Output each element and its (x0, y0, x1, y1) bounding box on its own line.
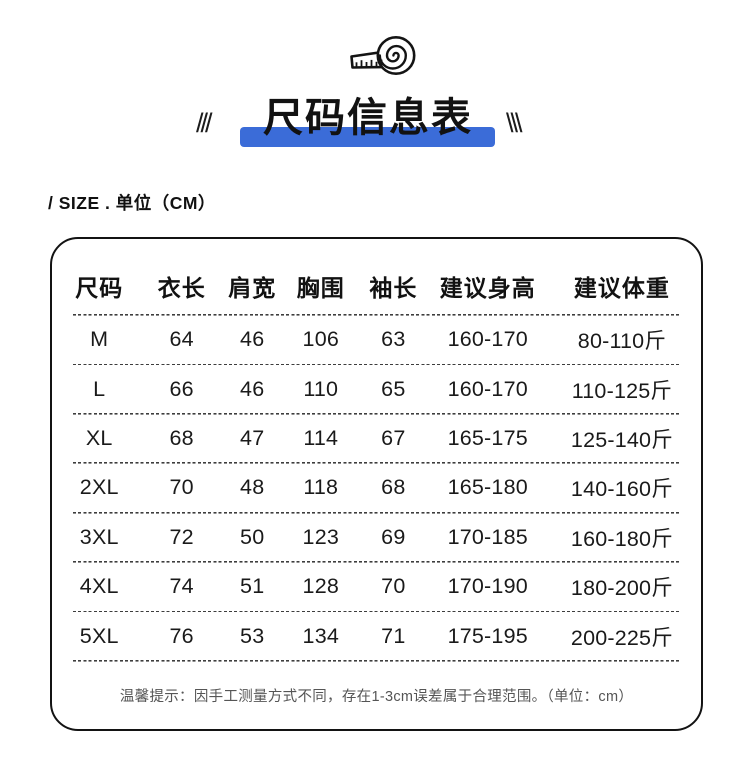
table-cell: 128 (302, 574, 340, 599)
table-cell: 106 (302, 327, 340, 352)
table-cell: 160-170 (447, 327, 528, 352)
table-cell: 110 (303, 376, 339, 401)
table-cell: 3XL (79, 524, 119, 549)
tape-ticks (355, 59, 383, 68)
row-separator (73, 511, 680, 514)
table-cell: 140-160斤 (570, 477, 673, 502)
tape-spiral (378, 44, 408, 70)
table-row: 3XL 72 50 123 69 170-185 160-180斤 (52, 514, 701, 561)
header-cell: 胸围 (296, 275, 345, 301)
table-cell: 170-185 (447, 524, 528, 549)
header-cell: 尺码 (75, 275, 124, 301)
table-cell: 123 (302, 524, 340, 549)
table-cell: 69 (381, 524, 406, 549)
table-cell: L (93, 376, 106, 401)
table-cell: 48 (240, 475, 265, 500)
table-cell: 110-125斤 (571, 378, 673, 403)
table-cell: 70 (381, 574, 406, 599)
size-table: 尺码 衣长 肩宽 胸围 袖长 建议身高 建议体重 M 64 46 106 63 160-170 80-1… (50, 237, 703, 731)
row-separator (73, 659, 680, 662)
measuring-tape-icon (350, 35, 416, 76)
table-cell: 160-170 (447, 376, 528, 401)
table-cell: 114 (303, 425, 339, 450)
row-separator (73, 610, 680, 613)
table-cell: 118 (303, 475, 339, 500)
table-cell: 5XL (79, 623, 119, 648)
row-separator (73, 462, 680, 465)
table-row: M 64 46 106 63 160-170 80-110斤 (52, 316, 701, 363)
table-cell: 180-200斤 (570, 576, 673, 601)
table-cell: 2XL (79, 475, 119, 500)
table-cell: 67 (381, 425, 406, 450)
table-cell: 46 (240, 376, 265, 401)
table-cell: 68 (169, 425, 194, 450)
row-separator (73, 314, 680, 316)
table-cell: 160-180斤 (570, 526, 673, 551)
table-cell: 64 (169, 327, 194, 352)
table-row: L 66 46 110 65 160-170 110-125斤 (52, 365, 701, 412)
table-cell: 80-110斤 (577, 329, 667, 354)
table-cell: 74 (169, 574, 194, 599)
header-cell: 袖长 (369, 275, 418, 301)
table-cell: XL (85, 425, 113, 450)
table-cell: 170-190 (447, 574, 528, 599)
table-cell: 47 (240, 425, 265, 450)
table-cell: 175-195 (447, 623, 528, 648)
table-cell: 53 (240, 623, 265, 648)
row-separator (73, 412, 680, 415)
title-left-slashes: /// (196, 108, 212, 138)
table-cell: 200-225斤 (570, 625, 673, 650)
table-cell: 4XL (79, 574, 119, 599)
table-cell: 76 (169, 623, 194, 648)
table-row: 2XL 70 48 118 68 165-180 140-160斤 (52, 464, 701, 511)
table-cell: 51 (240, 574, 265, 599)
table-note: 温馨提示：因手工测量方式不同，存在1-3cm误差属于合理范围。（单位：cm） (119, 688, 634, 705)
header-cell: 建议身高 (439, 275, 536, 301)
table-cell: 50 (240, 524, 265, 549)
title-accent-bar (240, 127, 495, 147)
row-separator (73, 560, 680, 563)
table-cell: 125-140斤 (570, 427, 673, 452)
table-cell: 70 (169, 475, 194, 500)
table-row: 4XL 74 51 128 70 170-190 180-200斤 (52, 563, 701, 610)
unit-subtitle: / SIZE . 单位（CM） (48, 193, 216, 213)
row-separator (73, 363, 680, 366)
table-cell: 68 (381, 475, 406, 500)
table-cell: 134 (302, 623, 340, 648)
header-cell: 肩宽 (228, 275, 277, 301)
table-cell: 71 (381, 623, 406, 648)
table-cell: 165-180 (447, 475, 528, 500)
title-right-slashes: \\\ (506, 108, 522, 138)
table-cell: 46 (240, 327, 265, 352)
table-row: 5XL 76 53 134 71 175-195 200-225斤 (52, 612, 701, 659)
table-cell: 65 (381, 376, 406, 401)
header-cell: 建议体重 (573, 275, 670, 301)
table-cell: 165-175 (447, 425, 528, 450)
table-cell: 63 (381, 327, 406, 352)
table-row: XL 68 47 114 67 165-175 125-140斤 (52, 415, 701, 462)
table-header-row: 尺码 衣长 肩宽 胸围 袖长 建议身高 建议体重 (52, 239, 701, 314)
tape-roll (376, 35, 416, 76)
table-cell: 72 (169, 524, 194, 549)
table-cell: M (90, 327, 109, 352)
header-cell: 衣长 (157, 275, 206, 301)
page-title: 尺码信息表 (263, 96, 473, 140)
table-cell: 66 (169, 376, 194, 401)
